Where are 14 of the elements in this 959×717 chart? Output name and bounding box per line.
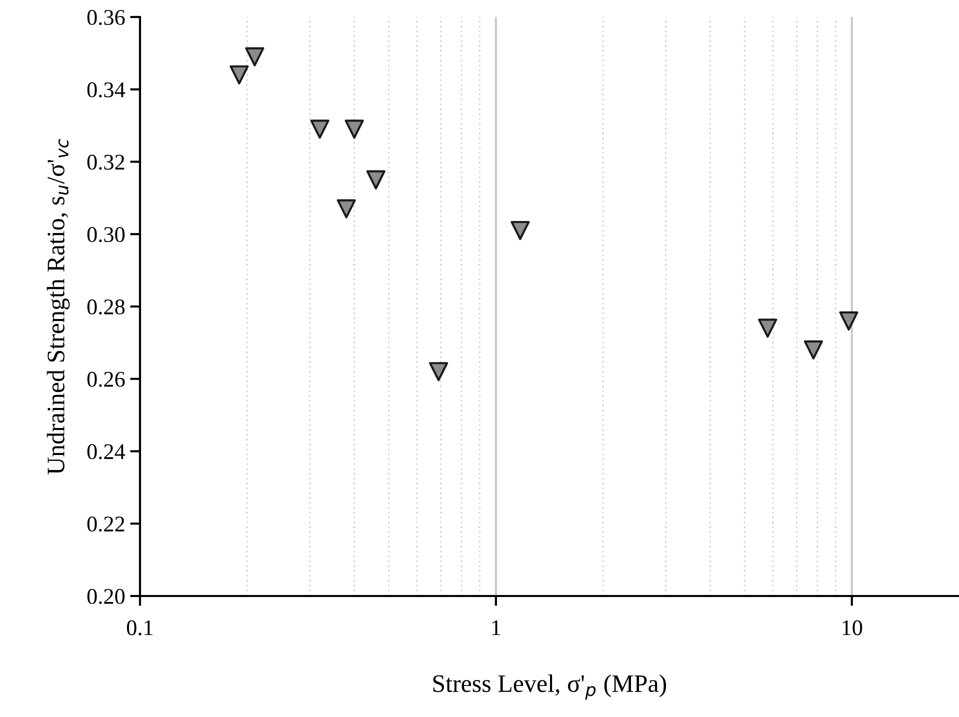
y-tick-label: 0.30 [87, 227, 125, 242]
x-tick-label: 10 [842, 620, 862, 636]
y-tick-label: 0.22 [87, 516, 124, 532]
y-axis-title: Undrained Strength Ratio, s$_{u}$/σ'$_{vc}$ [46, 138, 70, 474]
y-tick-label: 0.28 [87, 299, 125, 315]
x-tick-label: 1 [492, 620, 500, 636]
y-tick-label: 0.32 [87, 154, 124, 170]
y-tick-label: 0.26 [87, 372, 125, 387]
y-tick-label: 0.24 [87, 444, 126, 460]
x-axis-title: Stress Level, σ'$_{p}$ (MPa) [433, 674, 666, 700]
y-tick-label: 0.20 [87, 588, 125, 604]
y-tick-label: 0.34 [87, 82, 126, 98]
x-tick-label: 0.1 [126, 620, 153, 636]
y-tick-label: 0.36 [87, 10, 125, 26]
